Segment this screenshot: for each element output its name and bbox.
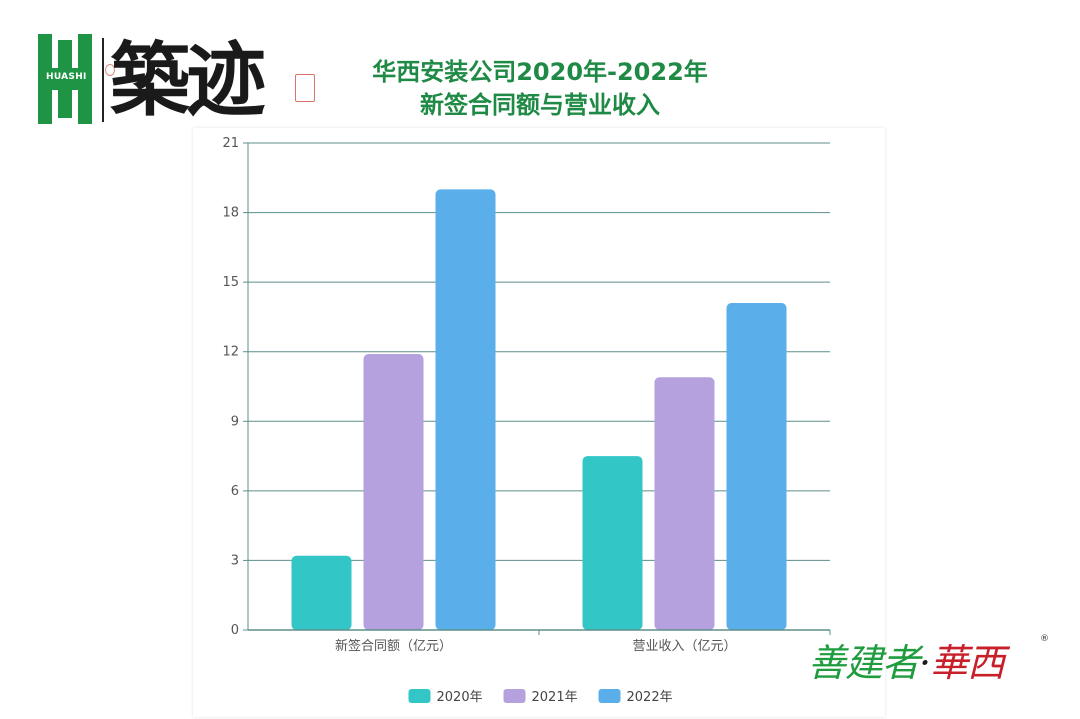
red-seal-icon [295, 74, 315, 102]
bar-chart: 0 3 6 9 12 15 18 21 新签合同额（亿元） 营业收入（亿元） 2020年 2021年 2… [222, 136, 831, 705]
legend-label-0: 2020年 [437, 690, 483, 705]
title-line-1: 华西安装公司2020年-2022年 [372, 58, 708, 86]
small-seal-icon [105, 64, 115, 76]
title-line-2: 新签合同额与营业收入 [420, 91, 660, 119]
footer-slogan-red: 華西 [930, 641, 1005, 685]
y-tick-label: 15 [222, 275, 239, 290]
footer-slogan-green: 善建者 [808, 641, 920, 685]
legend-swatch-1 [503, 689, 526, 703]
brand-logo: HUASHI 築迹 [38, 33, 328, 130]
bar-1-2 [726, 303, 787, 630]
footer-slogan: 善建者·華西 [808, 632, 1005, 687]
x-tick-label: 新签合同额（亿元） [335, 638, 452, 654]
y-tick-label: 6 [231, 484, 239, 499]
bar-0-0 [291, 555, 352, 630]
registered-mark: ® [1040, 634, 1049, 644]
brand-text: HUASHI [46, 72, 87, 82]
bar-0-1 [363, 354, 424, 630]
legend-label-1: 2021年 [532, 690, 578, 705]
logo-divider [102, 38, 104, 122]
y-tick-label: 12 [222, 345, 239, 360]
y-tick-label: 3 [231, 553, 239, 568]
y-tick-label: 0 [231, 623, 239, 638]
bar-1-1 [654, 377, 715, 630]
y-tick-label: 9 [231, 414, 239, 429]
legend-swatch-2 [598, 689, 621, 703]
x-tick-label: 营业收入（亿元） [632, 639, 736, 654]
bar-0-2 [435, 189, 496, 630]
legend-swatch-0 [408, 689, 431, 703]
calligraphy-logo: 築迹 [110, 33, 266, 127]
y-tick-label: 18 [222, 206, 239, 221]
chart-title: 华西安装公司2020年-2022年 新签合同额与营业收入 [330, 56, 750, 122]
footer-slogan-dot: · [919, 641, 931, 685]
y-tick-label: 21 [222, 136, 239, 151]
bar-1-0 [582, 456, 643, 630]
legend-label-2: 2022年 [627, 690, 673, 705]
